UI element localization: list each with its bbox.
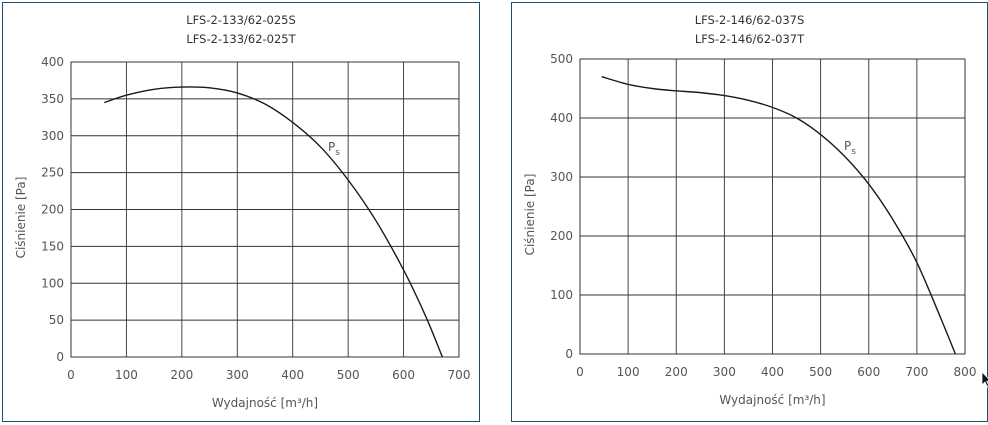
chart-1-plot: 0 100 200 300 400 500 600 700 0 50 100 150 200 250 300… [14,55,471,410]
chart-1-x-tick-label: 400 [281,368,304,382]
chart-2-y-tick-label: 500 [550,52,573,66]
chart-2-y-tick-label: 400 [550,111,573,125]
chart-1-x-tick-label: 500 [337,368,360,382]
chart-1-series-label: Ps [328,140,340,158]
chart-1-x-tick-label: 300 [226,368,249,382]
chart-2-y-tick-label: 200 [550,229,573,243]
chart-1-x-tick-label: 200 [170,368,193,382]
chart-2-x-tick-label: 100 [617,365,640,379]
chart-2-y-tick-label: 300 [550,170,573,184]
chart-panel-2: LFS-2-146/62-037S LFS-2-146/62-037T 0 100… [511,2,988,422]
chart-panel-1: LFS-2-133/62-025S LFS-2-133/62-025T 0 100… [2,2,480,422]
chart-1-frame [70,61,460,358]
chart-2-y-tick-label: 100 [550,288,573,302]
chart-1-title-line1: LFS-2-133/62-025S [186,13,296,27]
chart-2-series-Ps-line [601,76,957,355]
chart-2-x-tick-label: 700 [905,365,928,379]
chart-1-y-axis-label: Ciśnienie [Pa] [14,177,28,259]
chart-2-frame [579,58,966,355]
chart-1-x-tick-label: 600 [392,368,415,382]
chart-2-x-tick-label: 200 [665,365,688,379]
chart-2-x-tick-label: 0 [576,365,584,379]
chart-1-title-line2: LFS-2-133/62-025T [186,32,296,46]
chart-2-title-line2: LFS-2-146/62-037T [694,32,805,46]
chart-2-x-axis-label: Wydajność [m³/h] [719,393,825,407]
chart-2-x-tick-label: 600 [857,365,880,379]
chart-2-x-tick-label: 800 [954,365,977,379]
chart-1-y-tick-label: 50 [49,313,64,327]
chart-1-series-Ps-line [104,86,444,358]
chart-1-y-tick-label: 300 [41,129,64,143]
chart-2-y-axis-label: Ciśnienie [Pa] [523,174,537,256]
chart-1-y-tick-label: 350 [41,92,64,106]
chart-2-title-line1: LFS-2-146/62-037S [694,13,805,27]
chart-1-x-tick-label: 0 [67,368,75,382]
chart-1-x-axis-label: Wydajność [m³/h] [212,396,318,410]
chart-2-series-label: Ps [844,139,856,157]
chart-1-y-tick-label: 0 [56,350,64,364]
chart-1-y-tick-label: 200 [41,203,64,217]
chart-2-x-tick-label: 400 [761,365,784,379]
chart-1-y-tick-label: 400 [41,55,64,69]
chart-1-y-tick-label: 250 [41,166,64,180]
chart-1-x-tick-label: 700 [448,368,471,382]
chart-1-y-tick-label: 100 [41,276,64,290]
chart-2-y-tick-label: 0 [565,347,573,361]
chart-1-y-tick-label: 150 [41,239,64,253]
chart-2-plot: 0 100 200 300 400 500 600 700 800 0 100 200 300 400 50… [523,52,977,407]
chart-1-x-tick-label: 100 [115,368,138,382]
chart-2-x-tick-label: 500 [809,365,832,379]
chart-2-x-tick-label: 300 [713,365,736,379]
